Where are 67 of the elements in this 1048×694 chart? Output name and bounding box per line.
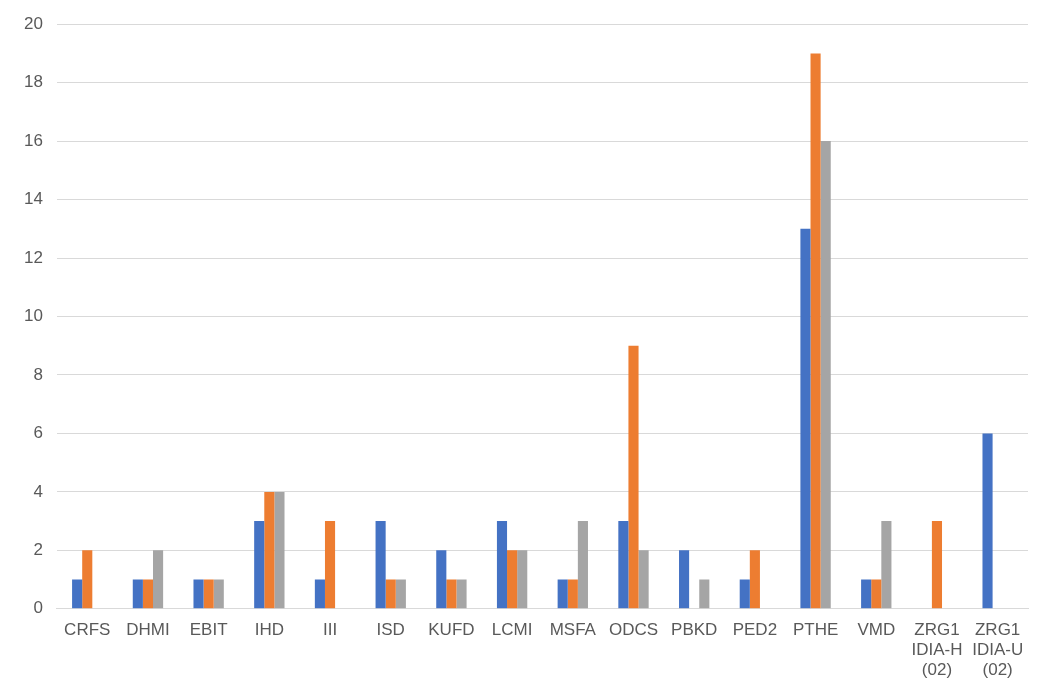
x-tick-label: ZRG1 IDIA-H (02) — [911, 619, 963, 680]
y-tick-label: 8 — [33, 364, 43, 384]
y-tick-label: 0 — [33, 598, 43, 618]
bar — [982, 433, 993, 609]
y-tick-label: 2 — [33, 540, 43, 560]
bar — [153, 550, 164, 609]
bar — [638, 550, 649, 609]
y-tick-label: 20 — [23, 13, 43, 33]
bar — [810, 53, 821, 609]
y-tick-label: 12 — [23, 247, 43, 267]
bar — [446, 579, 457, 609]
bar — [517, 550, 528, 609]
y-tick-label: 16 — [23, 130, 43, 150]
y-tick-label: 18 — [23, 72, 43, 92]
x-tick-label: LCMI — [491, 619, 533, 639]
bar — [436, 550, 447, 609]
bar — [274, 491, 285, 609]
bar — [618, 521, 629, 609]
bar — [871, 579, 882, 609]
bar — [861, 579, 872, 609]
bar — [385, 579, 396, 609]
x-tick-label: PTHE — [792, 619, 839, 639]
x-tick-label: MSFA — [549, 619, 597, 639]
bar — [193, 579, 204, 609]
bar — [395, 579, 406, 609]
bar — [456, 579, 467, 609]
y-tick-label: 10 — [23, 306, 43, 326]
bar — [507, 550, 518, 609]
bar — [375, 521, 386, 609]
x-tick-label: ZRG1 IDIA-U (02) — [972, 619, 1024, 680]
bar — [881, 521, 892, 609]
bar — [800, 228, 811, 609]
bar — [749, 550, 760, 609]
bar — [739, 579, 750, 609]
bar — [314, 579, 325, 609]
bar — [213, 579, 224, 609]
bar — [557, 579, 568, 609]
x-tick-label: III — [322, 619, 338, 639]
bar — [577, 521, 588, 609]
bar — [72, 579, 83, 609]
bar — [496, 521, 508, 609]
bar — [931, 521, 943, 609]
bar — [324, 521, 336, 609]
x-tick-label: PBKD — [671, 619, 718, 639]
x-tick-label: DHMI — [126, 619, 170, 639]
x-tick-label: KUFD — [428, 619, 475, 639]
x-tick-label: EBIT — [189, 619, 228, 639]
bar — [628, 345, 639, 609]
bar — [699, 579, 710, 609]
bar — [679, 550, 690, 609]
bar — [142, 579, 154, 609]
bar — [203, 579, 214, 609]
x-tick-label: CRFS — [64, 619, 111, 639]
bar — [264, 491, 275, 609]
y-tick-label: 14 — [23, 189, 43, 209]
bar — [567, 579, 578, 609]
x-tick-label: ODCS — [608, 619, 659, 639]
x-tick-label: IHD — [254, 619, 284, 639]
bar — [82, 550, 93, 609]
bar — [132, 579, 143, 609]
bar — [254, 521, 265, 609]
x-tick-label: PED2 — [732, 619, 778, 639]
bar — [820, 141, 831, 609]
x-tick-label: ISD — [376, 619, 405, 639]
y-tick-label: 6 — [33, 423, 43, 443]
y-tick-label: 4 — [33, 481, 43, 501]
x-tick-label: VMD — [857, 619, 896, 639]
